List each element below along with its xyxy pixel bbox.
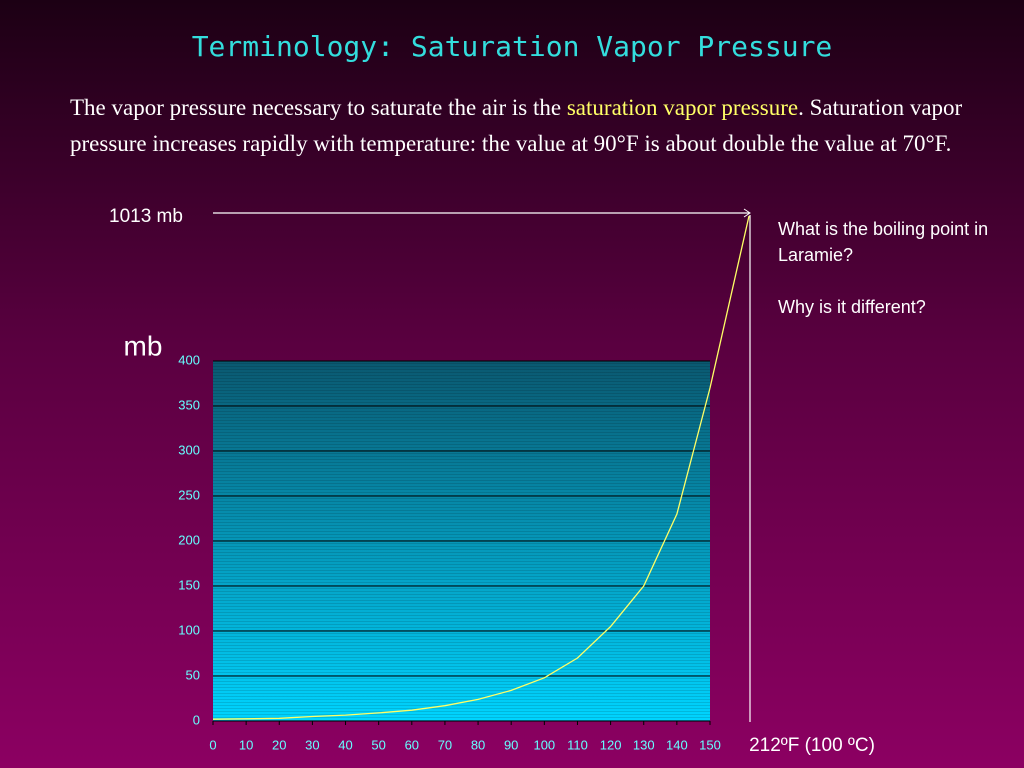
x-tick-label: 120: [600, 737, 622, 752]
note: What is the boiling point in Laramie?: [778, 219, 989, 265]
body-part: The vapor pressure necessary to saturate…: [70, 95, 567, 120]
x-tick-label: 90: [504, 737, 518, 752]
line-extension: [709, 215, 750, 389]
note: Why is it different?: [778, 297, 926, 317]
x-tick-label: 50: [371, 737, 385, 752]
y-tick-label: 250: [178, 487, 200, 502]
x-tick-label: 150: [699, 737, 721, 752]
x-tick-label: 0: [209, 737, 216, 752]
y-axis-label: mb: [124, 330, 163, 361]
y-tick-label: 0: [193, 712, 200, 727]
highlight: saturation vapor pressure: [566, 95, 799, 120]
notes: What is the boiling point in Laramie? Why…: [778, 216, 998, 320]
y-tick-label: 200: [178, 532, 200, 547]
x-tick-label: 100: [533, 737, 555, 752]
x-tick-label: 140: [666, 737, 688, 752]
x-tick-label: 130: [633, 737, 655, 752]
x-tick-label: 60: [405, 737, 419, 752]
body-text: The vapor pressure necessary to saturate…: [70, 90, 1010, 162]
body-part: . Saturation vapor pressure increases ra…: [70, 95, 963, 156]
y-tick-label: 100: [178, 622, 200, 637]
data-line: [212, 387, 711, 720]
x-tick-label: 40: [338, 737, 352, 752]
x-tick-label: 70: [438, 737, 452, 752]
y-tick-label: 50: [186, 667, 200, 682]
arrow-head: [743, 208, 751, 218]
x-tick-label: 110: [567, 737, 588, 752]
x-tick-label: 10: [239, 737, 253, 752]
x-tick-label: 80: [471, 737, 485, 752]
x-tick-label: 20: [272, 737, 286, 752]
y-tick-label: 350: [178, 397, 200, 412]
slide-title: Terminology: Saturation Vapor Pressure: [191, 30, 833, 63]
y-tick-label: 400: [178, 352, 200, 367]
y-tick-label: 150: [178, 577, 200, 592]
bottom-label: 212ºF (100 ºC): [749, 735, 875, 756]
top-label: 1013 mb: [109, 206, 183, 227]
y-tick-label: 300: [178, 442, 200, 457]
x-tick-label: 30: [305, 737, 319, 752]
